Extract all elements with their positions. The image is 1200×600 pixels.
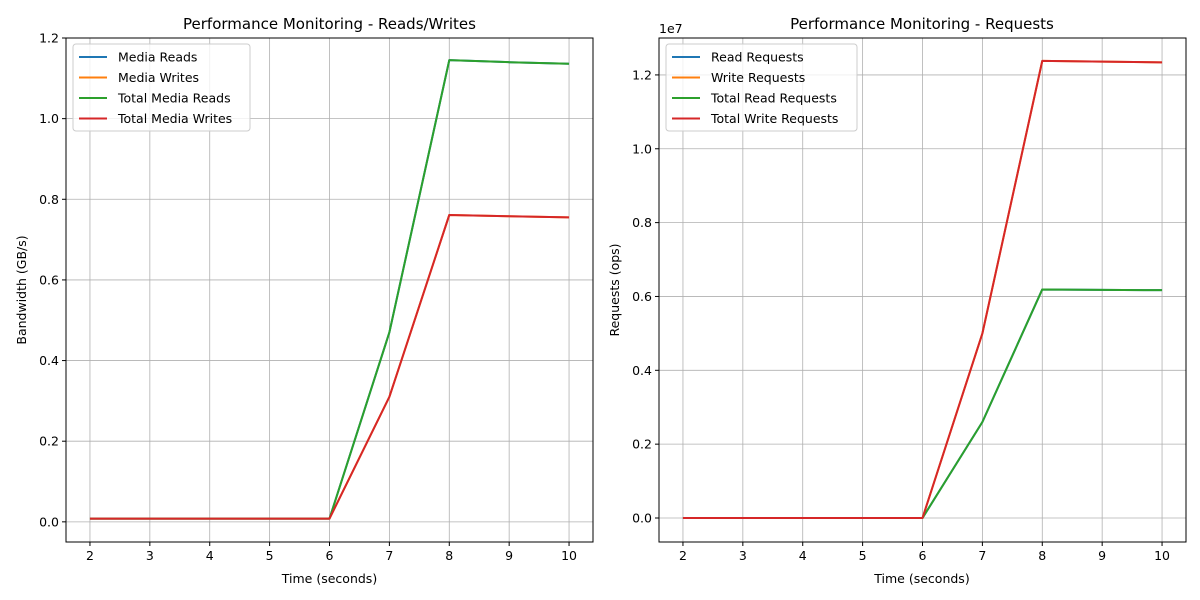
legend-label-write-requests: Write Requests (711, 70, 805, 85)
y-tick-label: 0.6 (39, 272, 59, 287)
legend-frame (72, 43, 251, 132)
x-tick-label: 5 (859, 548, 867, 563)
legend-label-total-media-reads: Total Media Reads (117, 91, 231, 106)
series-lines (682, 59, 1163, 519)
series-line-total-media-writes (89, 214, 570, 520)
y-axis-label: Bandwidth (GB/s) (14, 235, 29, 344)
grid (66, 37, 593, 542)
y-tick-label: 0.2 (39, 434, 59, 449)
x-axis-ticks: 2 3 4 5 6 7 8 9 10 (86, 542, 577, 563)
x-tick-label: 10 (1154, 548, 1170, 563)
legend: Media Reads Media Writes Total Media Reads… (72, 43, 251, 132)
legend-label-total-media-writes: Total Media Writes (117, 111, 232, 126)
x-tick-label: 2 (86, 548, 94, 563)
y-tick-label: 0.0 (632, 511, 652, 526)
y-tick-label: 0.4 (632, 363, 652, 378)
x-axis-ticks: 2 3 4 5 6 7 8 9 10 (679, 542, 1170, 563)
x-tick-label: 9 (1098, 548, 1106, 563)
y-tick-label: 1.2 (632, 67, 652, 82)
x-tick-label: 6 (326, 548, 334, 563)
x-tick-label: 8 (445, 548, 453, 563)
y-tick-label: 1.2 (39, 31, 59, 46)
series-line-total-write-requests (682, 59, 1163, 519)
chart-reads-writes: Performance Monitoring - Reads/Writes 2 3… (14, 15, 594, 586)
x-tick-label: 7 (385, 548, 393, 563)
y-tick-label: 0.4 (39, 353, 59, 368)
x-tick-label: 5 (266, 548, 274, 563)
y-axis-ticks: 0.0 0.2 0.4 0.6 0.8 1.0 1.2 (39, 31, 66, 529)
x-tick-label: 9 (505, 548, 513, 563)
x-tick-label: 6 (919, 548, 927, 563)
legend-label-total-read-requests: Total Read Requests (710, 91, 837, 106)
x-tick-label: 10 (561, 548, 577, 563)
legend-label-total-write-requests: Total Write Requests (710, 111, 838, 126)
y-tick-label: 0.0 (39, 514, 59, 529)
series-lines (89, 59, 570, 520)
y-tick-label: 0.2 (632, 437, 652, 452)
x-tick-label: 3 (146, 548, 154, 563)
x-tick-label: 7 (978, 548, 986, 563)
y-axis-scale-note: 1e7 (659, 21, 683, 36)
y-tick-label: 1.0 (39, 111, 59, 126)
legend-label-media-reads: Media Reads (118, 50, 197, 65)
legend-label-read-requests: Read Requests (711, 50, 804, 65)
y-tick-label: 1.0 (632, 141, 652, 156)
x-tick-label: 8 (1038, 548, 1046, 563)
x-axis-label: Time (seconds) (281, 571, 377, 586)
y-axis-label: Requests (ops) (607, 243, 622, 336)
legend-frame (665, 43, 858, 132)
legend: Read Requests Write Requests Total Read Re… (665, 43, 858, 132)
y-tick-label: 0.8 (632, 215, 652, 230)
y-axis-ticks: 0.0 0.2 0.4 0.6 0.8 1.0 1.2 (632, 67, 659, 526)
x-tick-label: 4 (799, 548, 807, 563)
chart-title: Performance Monitoring - Reads/Writes (183, 15, 476, 33)
x-axis-label: Time (seconds) (873, 571, 969, 586)
x-tick-label: 4 (206, 548, 214, 563)
x-tick-label: 3 (739, 548, 747, 563)
y-tick-label: 0.8 (39, 192, 59, 207)
x-tick-label: 2 (679, 548, 687, 563)
chart-title: Performance Monitoring - Requests (790, 15, 1054, 33)
y-tick-label: 0.6 (632, 289, 652, 304)
chart-requests: Performance Monitoring - Requests 1e7 2 3… (607, 15, 1187, 586)
legend-label-media-writes: Media Writes (118, 70, 199, 85)
